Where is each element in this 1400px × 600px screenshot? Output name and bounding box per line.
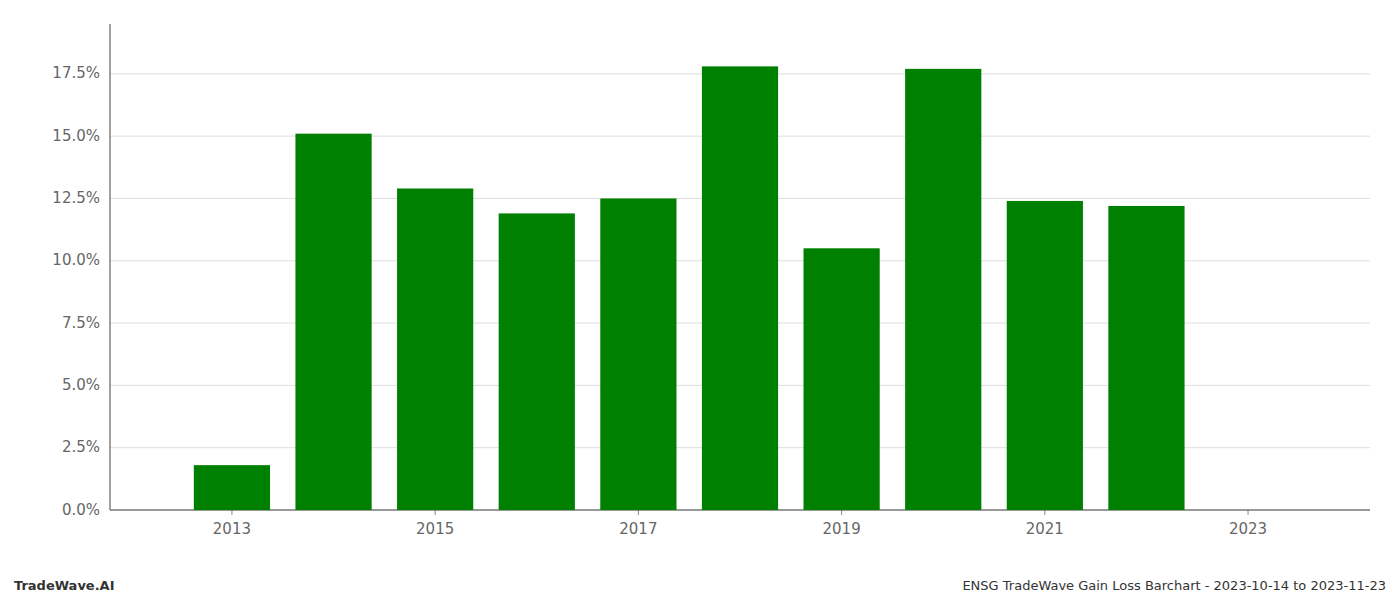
footer-left: TradeWave.AI: [14, 578, 115, 593]
bar: [804, 248, 880, 510]
x-tick: [435, 510, 436, 515]
y-tick-label: 5.0%: [62, 376, 100, 394]
bar: [499, 213, 575, 510]
bar: [295, 134, 371, 510]
y-axis-line: [110, 24, 111, 510]
x-tick: [841, 510, 842, 515]
y-tick-label: 12.5%: [52, 189, 100, 207]
x-tick-label: 2023: [1229, 520, 1267, 538]
axes: 0.0% 2.5% 5.0% 7.5% 10.0% 12.5% 15.0% 17.5% 2013…: [52, 24, 1370, 538]
y-tick-label: 17.5%: [52, 64, 100, 82]
x-tick-label: 2015: [416, 520, 454, 538]
chart: 0.0% 2.5% 5.0% 7.5% 10.0% 12.5% 15.0% 17.5% 2013…: [0, 0, 1400, 600]
bar: [600, 198, 676, 510]
x-tick: [1248, 510, 1249, 515]
page: {"chart_data": {"type": "bar", "x": [201…: [0, 0, 1400, 600]
bar: [702, 66, 778, 510]
x-tick-label: 2019: [823, 520, 861, 538]
x-tick-label: 2017: [619, 520, 657, 538]
footer: TradeWave.AI ENSG TradeWave Gain Loss Bar…: [14, 578, 1386, 593]
bar: [194, 465, 270, 510]
y-tick-label: 2.5%: [62, 438, 100, 456]
x-tick-label: 2021: [1026, 520, 1064, 538]
bar: [1108, 206, 1184, 510]
y-tick-label: 10.0%: [52, 251, 100, 269]
y-tick-label: 7.5%: [62, 314, 100, 332]
x-tick-label: 2013: [213, 520, 251, 538]
footer-right: ENSG TradeWave Gain Loss Barchart - 2023…: [962, 578, 1386, 593]
y-tick-label: 0.0%: [62, 501, 100, 519]
bars: [194, 66, 1185, 510]
x-tick: [231, 510, 232, 515]
x-tick: [638, 510, 639, 515]
bar: [397, 188, 473, 510]
bar: [905, 69, 981, 510]
bar: [1007, 201, 1083, 510]
y-tick-label: 15.0%: [52, 127, 100, 145]
x-tick: [1044, 510, 1045, 515]
